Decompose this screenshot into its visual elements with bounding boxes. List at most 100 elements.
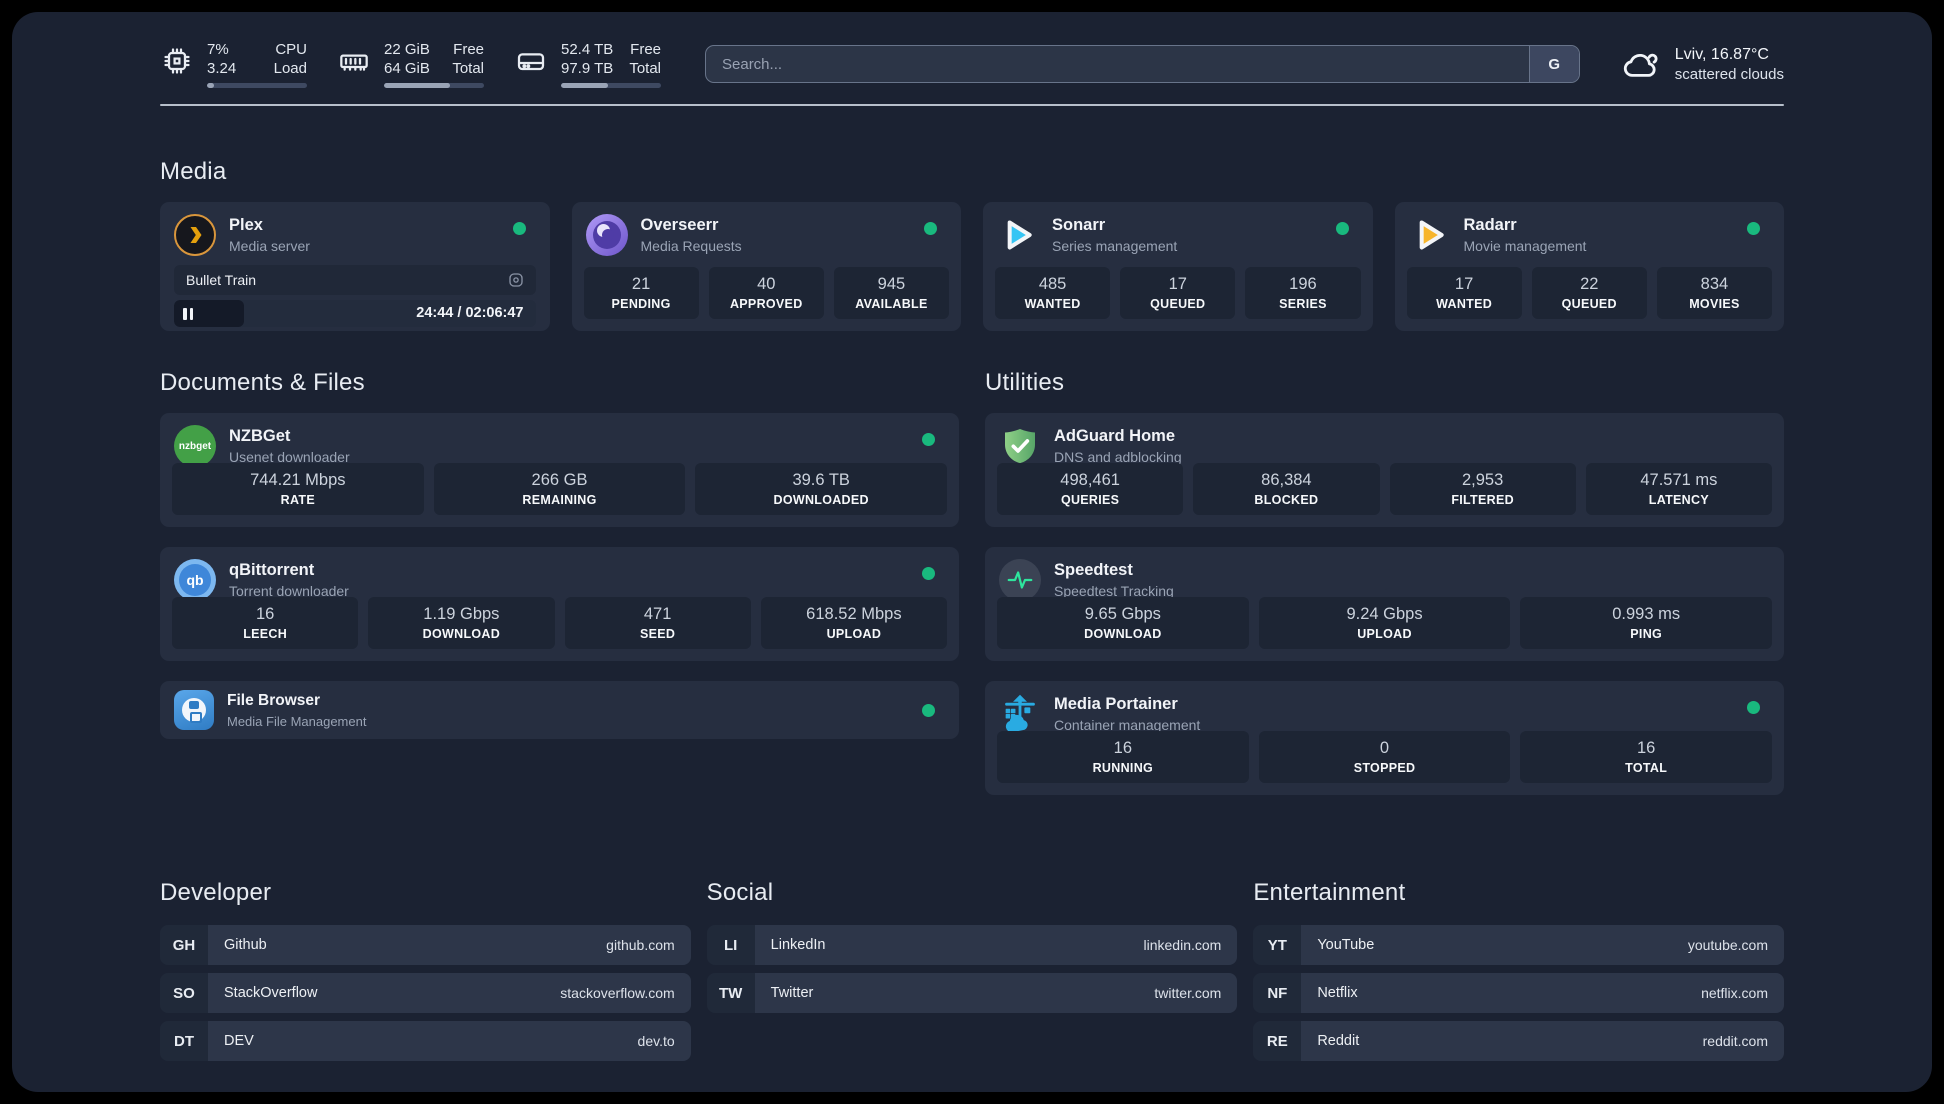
disk-free-value: 52.4 TB — [561, 41, 614, 58]
stat-series: 196 SERIES — [1245, 267, 1361, 319]
link-github[interactable]: GH Github github.com — [160, 925, 691, 965]
weather-condition: scattered clouds — [1674, 66, 1784, 83]
link-reddit[interactable]: RE Reddit reddit.com — [1253, 1021, 1784, 1061]
card-nzbget[interactable]: nzbget NZBGet Usenet downloader 744.21 M… — [160, 413, 959, 527]
link-twitter[interactable]: TW Twitter twitter.com — [706, 973, 1238, 1013]
link-url: github.com — [606, 937, 675, 953]
link-abbr: YT — [1253, 925, 1302, 965]
link-abbr: GH — [160, 925, 208, 965]
link-netflix[interactable]: NF Netflix netflix.com — [1253, 973, 1784, 1013]
link-name: YouTube — [1317, 937, 1375, 953]
section-title-social: Social — [706, 879, 774, 906]
card-plex[interactable]: Plex Media server Bullet Train 24:44 / 0… — [160, 202, 550, 331]
stat-available: 945 AVAILABLE — [833, 267, 950, 319]
search-input[interactable] — [705, 45, 1580, 83]
section-title-media: Media — [160, 158, 227, 185]
link-name: LinkedIn — [770, 937, 826, 953]
stat-queued: 22 QUEUED — [1531, 267, 1647, 319]
stat-pending: 21 PENDING — [583, 267, 699, 319]
stat-upload: 618.52 Mbps UPLOAD — [760, 597, 947, 649]
stat-ping: 0.993 ms PING — [1520, 597, 1773, 649]
card-title: Media Portainer — [1054, 695, 1178, 713]
entertainment-links: Entertainment YT YouTube youtube.com NF … — [1253, 879, 1784, 1069]
card-desc: DNS and adblocking — [1054, 449, 1182, 465]
social-links: Social LI LinkedIn linkedin.com TW Twitt… — [706, 879, 1238, 1069]
link-url: linkedin.com — [1143, 937, 1222, 953]
card-desc: Media server — [229, 238, 310, 254]
stat-downloaded: 39.6 TB DOWNLOADED — [695, 463, 948, 515]
link-abbr: DT — [160, 1021, 208, 1061]
cloud-icon — [1620, 43, 1662, 85]
plex-icon — [174, 214, 216, 256]
stat-rate: 744.21 Mbps RATE — [172, 463, 424, 515]
link-name: Github — [224, 937, 267, 953]
nzbget-icon: nzbget — [174, 425, 216, 467]
card-title: Speedtest — [1054, 561, 1133, 579]
stat-latency: 47.571 ms LATENCY — [1585, 463, 1772, 515]
disk-free-label: Free — [630, 41, 661, 58]
card-filebrowser[interactable]: File Browser Media File Management — [160, 681, 959, 739]
developer-links: Developer GH Github github.com SO StackO… — [160, 879, 691, 1069]
stat-upload: 9.24 Gbps UPLOAD — [1258, 597, 1511, 649]
stat-wanted: 485 WANTED — [995, 267, 1111, 319]
disk-total-label: Total — [629, 60, 661, 77]
link-dev[interactable]: DT DEV dev.to — [160, 1021, 691, 1061]
stat-approved: 40 APPROVED — [708, 267, 824, 319]
link-abbr: LI — [706, 925, 755, 965]
pause-icon[interactable] — [183, 307, 193, 320]
card-adguard[interactable]: AdGuard Home DNS and adblocking 498,461 … — [985, 413, 1784, 527]
qbittorrent-icon: qb — [174, 559, 216, 601]
disk-stat-widget: 52.4 TB Free 97.9 TB Total — [514, 40, 661, 88]
card-title: File Browser — [227, 691, 321, 709]
link-name: Netflix — [1317, 985, 1358, 1001]
card-title: Overseerr — [640, 216, 719, 234]
link-url: reddit.com — [1702, 1033, 1768, 1049]
link-abbr: NF — [1253, 973, 1302, 1013]
stat-queries: 498,461 QUERIES — [997, 463, 1184, 515]
filebrowser-icon — [174, 690, 214, 730]
link-abbr: TW — [706, 973, 755, 1013]
link-name: DEV — [224, 1033, 254, 1049]
cpu-load-label: Load — [273, 60, 307, 77]
section-title-utilities: Utilities — [985, 369, 1065, 396]
cpu-progress-bar — [207, 83, 307, 88]
card-radarr[interactable]: Radarr Movie management 17 WANTED 22 QUE… — [1394, 202, 1784, 331]
card-desc: Series management — [1052, 238, 1178, 254]
dashboard-panel: 7% CPU 3.24 Load 22 GiB Free 64 GiB Total — [12, 12, 1932, 1092]
playback-progress-bar: 24:44 / 02:06:47 — [174, 300, 536, 327]
stat-blocked: 86,384 BLOCKED — [1193, 463, 1380, 515]
section-title-entertainment: Entertainment — [1253, 879, 1406, 906]
link-url: youtube.com — [1687, 937, 1768, 953]
status-online-dot — [922, 567, 935, 580]
system-stats: 7% CPU 3.24 Load 22 GiB Free 64 GiB Total — [160, 40, 661, 88]
adguard-icon — [999, 425, 1041, 467]
card-overseerr[interactable]: Overseerr Media Requests 21 PENDING 40 A… — [571, 202, 961, 331]
stat-remaining: 266 GB REMAINING — [433, 463, 686, 515]
card-title: NZBGet — [229, 427, 291, 445]
card-sonarr[interactable]: Sonarr Series management 485 WANTED 17 Q… — [983, 202, 1373, 331]
stat-running: 16 RUNNING — [997, 731, 1249, 783]
link-stackoverflow[interactable]: SO StackOverflow stackoverflow.com — [160, 973, 691, 1013]
link-abbr: RE — [1253, 1021, 1302, 1061]
card-desc: Container management — [1054, 717, 1201, 733]
card-speedtest[interactable]: Speedtest Speedtest Tracking 9.65 Gbps D… — [985, 547, 1784, 661]
search-engine-button[interactable]: G — [1528, 46, 1579, 82]
weather-widget: Lviv, 16.87°C scattered clouds — [1620, 43, 1784, 85]
status-online-dot — [922, 703, 935, 717]
link-name: Reddit — [1317, 1033, 1360, 1049]
stat-queued: 17 QUEUED — [1120, 267, 1236, 319]
card-qbittorrent[interactable]: qb qBittorrent Torrent downloader 16 LEE… — [160, 547, 959, 661]
section-title-developer: Developer — [160, 879, 272, 906]
link-linkedin[interactable]: LI LinkedIn linkedin.com — [706, 925, 1238, 965]
stat-download: 9.65 Gbps DOWNLOAD — [997, 597, 1249, 649]
link-url: netflix.com — [1701, 985, 1768, 1001]
now-playing-title: Bullet Train — [186, 272, 257, 288]
cpu-load-value: 3.24 — [207, 60, 237, 77]
ram-stat-widget: 22 GiB Free 64 GiB Total — [337, 40, 484, 88]
cpu-stat-widget: 7% CPU 3.24 Load — [160, 40, 307, 88]
card-portainer[interactable]: Media Portainer Container management 16 … — [985, 681, 1784, 795]
stat-movies: 834 MOVIES — [1656, 267, 1773, 319]
link-url: stackoverflow.com — [560, 985, 675, 1001]
link-youtube[interactable]: YT YouTube youtube.com — [1253, 925, 1784, 965]
status-online-dot — [512, 222, 526, 235]
